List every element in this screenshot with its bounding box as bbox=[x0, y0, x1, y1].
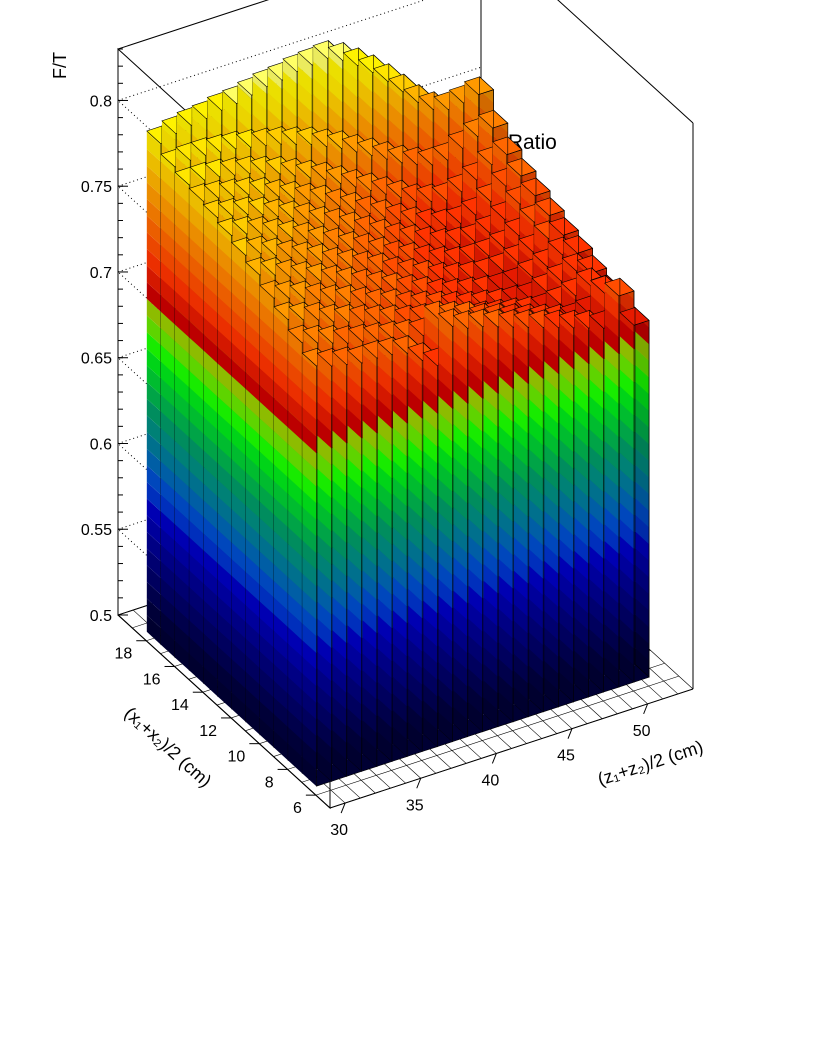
bar-left-face-band bbox=[160, 261, 175, 292]
bar-left-face-band bbox=[146, 382, 161, 412]
bar-left-face-band bbox=[146, 482, 161, 512]
bar-left-face-band bbox=[160, 228, 175, 258]
bar-left-face-band bbox=[160, 428, 175, 458]
bar-left-face-band bbox=[160, 211, 175, 242]
bar-left-face-band bbox=[160, 278, 175, 308]
bar-left-face-band bbox=[160, 611, 175, 641]
floor-gridline-y bbox=[315, 675, 679, 796]
bar-left-face-band bbox=[146, 398, 161, 429]
bar-left-face-band bbox=[146, 565, 161, 595]
bar-left-face-band bbox=[146, 515, 161, 545]
bar-left-face-band bbox=[146, 615, 161, 645]
bar-left-face-band bbox=[146, 548, 161, 579]
bar-left-face-band bbox=[146, 298, 161, 329]
bar-left-face-band bbox=[160, 544, 175, 575]
bar-left-face-band bbox=[146, 132, 161, 162]
bar-left-face-band bbox=[160, 378, 175, 408]
bar-left-face-band bbox=[160, 528, 175, 558]
bar-left-face-band bbox=[146, 365, 161, 395]
top-edge-right bbox=[557, 0, 694, 124]
bar-left-face-band bbox=[177, 112, 192, 136]
bar-left-face-band bbox=[160, 444, 175, 475]
bar-left-face-band bbox=[160, 411, 175, 442]
bar-left-face-band bbox=[146, 531, 161, 562]
bar-left-face-band bbox=[146, 332, 161, 362]
bar-left-face-band bbox=[160, 245, 175, 275]
bar-left-face-band bbox=[146, 432, 161, 462]
bar-left-face-band bbox=[160, 594, 175, 625]
bar-left-face-band bbox=[161, 120, 176, 141]
bar-left-face-band bbox=[160, 161, 175, 192]
bar-left-face-band bbox=[146, 498, 161, 529]
bar-left-face-band bbox=[160, 578, 175, 608]
bar-left-face-band bbox=[160, 395, 175, 425]
bar-left-face-band bbox=[146, 265, 161, 296]
bar-left-face-band bbox=[160, 154, 175, 175]
bar-left-face-band bbox=[146, 232, 161, 262]
bar-left-face-band bbox=[160, 511, 175, 541]
bar-left-face-band bbox=[160, 494, 175, 525]
bar-left-face-band bbox=[160, 328, 175, 358]
bar-left-face-band bbox=[146, 581, 161, 612]
bar-left-face-band bbox=[146, 348, 161, 379]
bar-left-face-band bbox=[146, 465, 161, 495]
bar-left-face-band bbox=[146, 448, 161, 479]
bar-left-face-band bbox=[146, 248, 161, 279]
bar-left-face-band bbox=[146, 415, 161, 445]
bar-left-face-band bbox=[160, 361, 175, 392]
bar-left-face-band bbox=[146, 215, 161, 246]
bar-left-face-band bbox=[146, 282, 161, 312]
bar-left-face-band bbox=[160, 311, 175, 342]
bar-left-face-band bbox=[160, 178, 175, 209]
bar-left-face-band bbox=[146, 199, 161, 229]
bar-left-face-band bbox=[160, 478, 175, 508]
bar-left-face-band bbox=[146, 165, 161, 196]
bar-left-face-band bbox=[146, 598, 161, 628]
bar-left-face-band bbox=[160, 461, 175, 492]
bar-left-face-band bbox=[160, 345, 175, 375]
bar-left-face-band bbox=[146, 315, 161, 345]
bar-left-face-band bbox=[161, 127, 176, 157]
bar-left-face-band bbox=[146, 149, 161, 179]
bars bbox=[146, 39, 650, 787]
bar-left-face-band bbox=[160, 561, 175, 591]
bar-left-face-band bbox=[160, 295, 175, 325]
bar-left-face-band bbox=[146, 182, 161, 212]
bar-left-face-band bbox=[160, 195, 175, 225]
bar-left-face-band bbox=[160, 628, 175, 658]
